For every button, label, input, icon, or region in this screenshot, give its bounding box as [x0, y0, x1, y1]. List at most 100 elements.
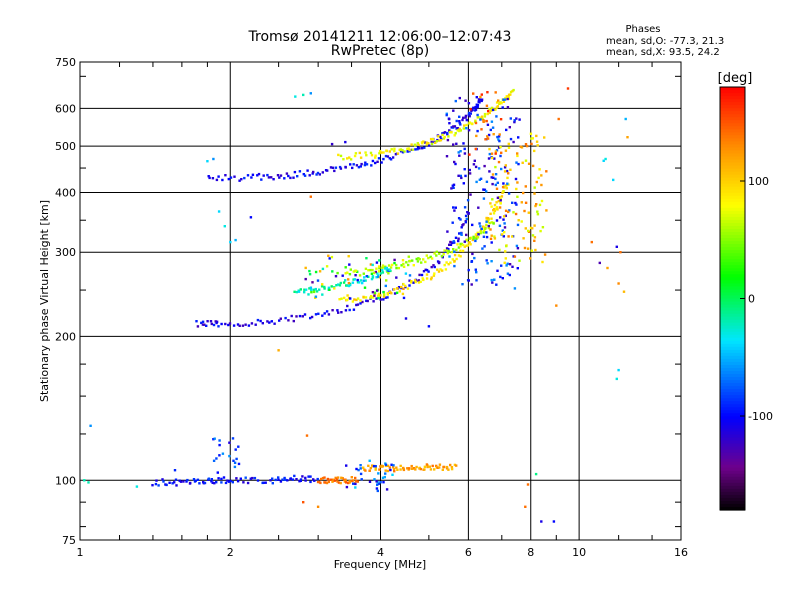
- data-point: [466, 211, 469, 214]
- data-point: [523, 209, 526, 213]
- colorbar-segment: [720, 473, 745, 478]
- data-point: [285, 172, 289, 175]
- data-point: [497, 135, 501, 138]
- colorbar-segment: [720, 207, 745, 212]
- data-point: [495, 219, 499, 222]
- data-point: [521, 161, 524, 164]
- data-point: [389, 468, 392, 472]
- colorbar-segment: [720, 464, 745, 469]
- data-point: [386, 296, 389, 299]
- data-point: [410, 143, 413, 146]
- data-point: [376, 483, 379, 486]
- data-point: [205, 324, 208, 327]
- data-point: [372, 271, 376, 275]
- colorbar-segment: [720, 96, 745, 100]
- data-point: [247, 324, 251, 327]
- colorbar-segment: [720, 265, 745, 269]
- data-point: [135, 485, 139, 488]
- data-point: [503, 98, 507, 101]
- data-point: [455, 119, 458, 123]
- data-point: [464, 174, 467, 178]
- data-point: [400, 264, 403, 267]
- data-point: [220, 322, 223, 326]
- data-point: [484, 138, 487, 141]
- data-point: [376, 272, 379, 275]
- data-point: [423, 468, 426, 471]
- data-point: [407, 263, 410, 267]
- data-point: [365, 163, 369, 166]
- colorbar-segment: [720, 129, 745, 133]
- colorbar-segment: [720, 416, 745, 420]
- data-point: [341, 274, 344, 277]
- data-point: [462, 127, 465, 130]
- data-point: [210, 322, 213, 326]
- y-tick-label: 500: [55, 140, 76, 153]
- data-point: [524, 185, 527, 188]
- colorbar-segment: [720, 189, 745, 194]
- data-point: [254, 323, 257, 326]
- data-point: [162, 480, 165, 483]
- data-point: [468, 153, 471, 156]
- colorbar-segment: [720, 428, 745, 433]
- data-point: [490, 278, 493, 282]
- data-point: [612, 178, 615, 182]
- data-point: [477, 167, 481, 170]
- data-point: [293, 170, 297, 174]
- data-point: [351, 479, 354, 483]
- colorbar-segment: [720, 253, 745, 257]
- data-point: [237, 462, 241, 466]
- data-point: [195, 320, 198, 323]
- data-point: [509, 137, 513, 141]
- x-tick-label: 6: [465, 546, 472, 559]
- colorbar-segment: [720, 123, 745, 127]
- data-point: [371, 464, 374, 467]
- data-point: [347, 281, 351, 285]
- colorbar-segment: [720, 371, 745, 375]
- data-point: [211, 481, 214, 484]
- data-point: [333, 287, 336, 290]
- colorbar-segment: [720, 319, 745, 324]
- data-point: [378, 152, 381, 155]
- data-point: [438, 139, 441, 142]
- colorbar-segment: [720, 476, 745, 481]
- data-point: [298, 314, 302, 318]
- data-point: [233, 461, 237, 464]
- data-point: [506, 97, 509, 101]
- colorbar-segment: [720, 494, 745, 499]
- data-point: [499, 118, 503, 121]
- data-point: [453, 125, 457, 128]
- data-point: [503, 231, 506, 234]
- data-point: [459, 218, 462, 221]
- colorbar-segment: [720, 410, 745, 414]
- data-point: [448, 255, 451, 258]
- data-point: [474, 165, 478, 169]
- data-point: [374, 161, 377, 165]
- colorbar-segment: [720, 352, 745, 357]
- data-point: [359, 279, 363, 282]
- data-point: [492, 222, 495, 225]
- data-point: [393, 288, 396, 291]
- data-point: [312, 478, 315, 481]
- data-point: [316, 505, 320, 508]
- data-point: [365, 299, 368, 302]
- data-point: [380, 161, 383, 164]
- data-point: [218, 439, 221, 442]
- data-point: [381, 269, 384, 272]
- data-point: [598, 261, 601, 265]
- data-point: [308, 174, 311, 177]
- data-point: [535, 140, 539, 143]
- data-point: [514, 212, 518, 216]
- data-point: [443, 263, 446, 267]
- data-point: [489, 202, 492, 205]
- data-point: [467, 129, 471, 132]
- data-point: [220, 481, 223, 484]
- colorbar-segment: [720, 358, 745, 363]
- data-point: [491, 182, 494, 186]
- colorbar-segment: [720, 434, 745, 439]
- data-point: [533, 186, 536, 189]
- data-point: [486, 112, 489, 116]
- data-point: [381, 271, 385, 274]
- data-point: [436, 268, 439, 271]
- colorbar-segment: [720, 90, 745, 94]
- data-point: [483, 164, 486, 168]
